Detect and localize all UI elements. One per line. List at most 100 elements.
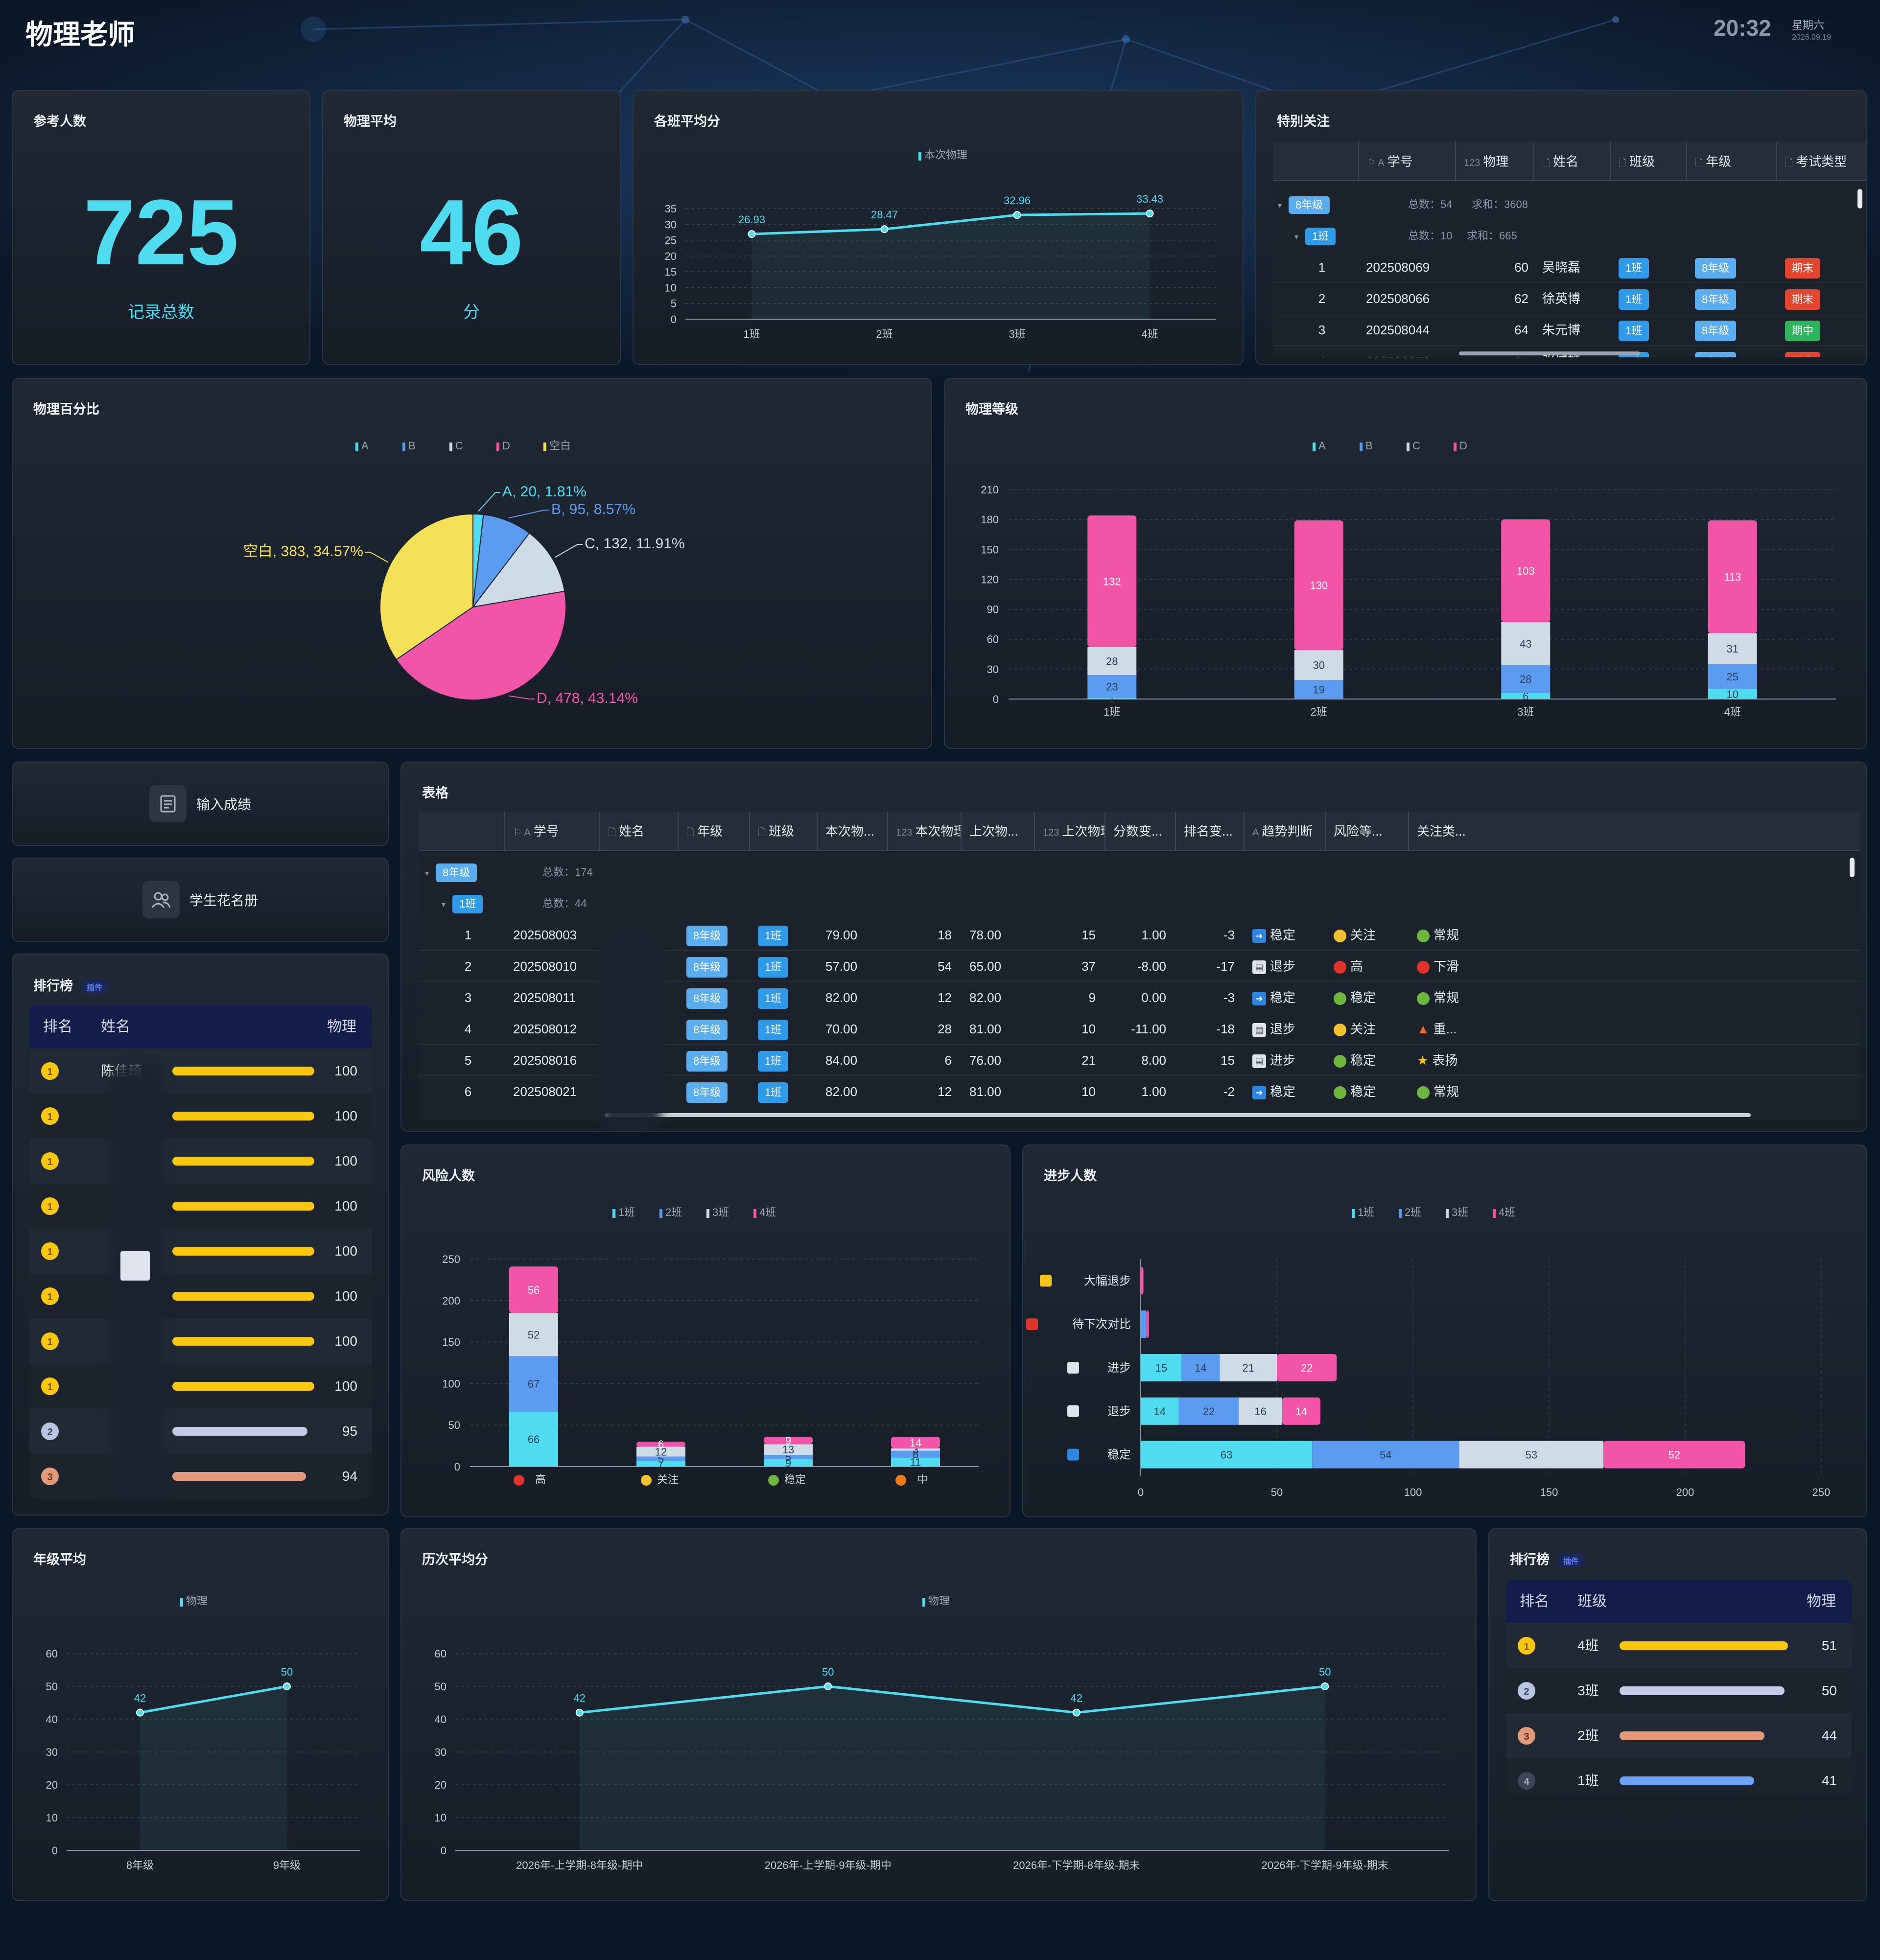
bar-segment — [764, 1436, 813, 1445]
table-row[interactable]: 2 202508066 62 徐英博 1班 8年级 期末 — [1273, 283, 1866, 314]
y-tick-label: 0 — [993, 693, 999, 705]
header-column[interactable]: 上次物... — [962, 812, 1035, 851]
collapse-icon[interactable]: ▾ — [1278, 202, 1282, 210]
cell-score-diff: 8.00 — [1141, 1053, 1166, 1068]
table-row[interactable]: 1 202508003 8年级 1班 79.00 18 78.00 15 1.0… — [419, 919, 1860, 951]
class-ranking-row[interactable]: 2 3班 50 — [1506, 1668, 1852, 1713]
percentage-card: 物理百分比 A B C D 空白 A, 20, 1.81% B, 95, 8.57% C, 1… — [12, 378, 932, 749]
ranking-score: 44 — [1821, 1728, 1837, 1743]
plugin-badge: 插件 — [82, 980, 108, 994]
table-row[interactable]: 5 202508016 8年级 1班 84.00 6 76.00 21 8.00… — [419, 1045, 1860, 1076]
header-column[interactable]: 🗋 班级 — [750, 812, 818, 851]
bar-segment — [1294, 650, 1343, 680]
header-name[interactable]: 🗋 姓名 — [1534, 142, 1611, 181]
bar-value-label: 19 — [1313, 684, 1325, 696]
collapse-icon[interactable]: ▾ — [442, 901, 446, 909]
header-type[interactable]: 🗋 考试类型 — [1777, 142, 1866, 181]
group-row-class[interactable]: ▾ 1班 总数：10 求和：665 — [1294, 220, 1862, 252]
vertical-scrollbar[interactable] — [1850, 858, 1855, 877]
legend-swatch — [496, 443, 499, 451]
x-tick-label: 150 — [1540, 1486, 1558, 1498]
input-scores-button[interactable]: 输入成绩 — [12, 762, 389, 846]
cell-grade-tag: 8年级 — [686, 1051, 728, 1072]
ranking-row[interactable]: 3 94 — [29, 1454, 372, 1499]
cell-trend: ▤ 退步 — [1252, 951, 1295, 982]
bar-value-label: 130 — [1310, 580, 1328, 592]
vertical-scrollbar[interactable] — [1857, 189, 1862, 209]
group-row-grade[interactable]: ▾ 8年级 总数：174 — [425, 857, 1845, 888]
header-grade[interactable]: 🗋 年级 — [1687, 142, 1777, 181]
cell-score: 62 — [1514, 291, 1528, 306]
ranking-row[interactable]: 1 100 — [29, 1319, 372, 1364]
bar-value-label: 28 — [1106, 655, 1118, 668]
x-tick-label: 9年级 — [273, 1859, 301, 1871]
bar-segment — [636, 1456, 685, 1461]
rank-medal-icon: 1 — [1518, 1637, 1535, 1655]
bar-value-label: 43 — [1520, 638, 1531, 650]
header-column[interactable]: 排名变... — [1176, 812, 1245, 851]
header-id[interactable]: ⚐ A 学号 — [1359, 142, 1456, 181]
collapse-icon[interactable]: ▾ — [425, 869, 429, 878]
header-column[interactable]: 🗋 姓名 — [600, 812, 679, 851]
y-tick-label: 20 — [46, 1779, 58, 1791]
table-row[interactable]: 3 202508011 8年级 1班 82.00 12 82.00 9 0.00… — [419, 982, 1860, 1013]
class-ranking-card: 排行榜 插件 排名 班级 物理 1 4班 51 2 3班 50 3 2班 44 4… — [1488, 1528, 1867, 1901]
header-column[interactable]: 分数变... — [1105, 812, 1176, 851]
ranking-row[interactable]: 1 100 — [29, 1229, 372, 1274]
ranking-row[interactable]: 1 100 — [29, 1094, 372, 1139]
ranking-row[interactable]: 1 100 — [29, 1139, 372, 1184]
header-column[interactable]: 🗋 年级 — [679, 812, 750, 851]
table-row[interactable]: 4 202508012 8年级 1班 70.00 28 81.00 10 -11… — [419, 1013, 1860, 1045]
bar-value-label: 21 — [1242, 1362, 1254, 1374]
header-column[interactable]: A 趋势判断 — [1245, 812, 1326, 851]
class-ranking-row[interactable]: 3 2班 44 — [1506, 1713, 1852, 1758]
y-tick-label: 180 — [981, 513, 999, 526]
data-label: 50 — [281, 1666, 293, 1678]
header-column[interactable]: 123上次物理排名 — [1035, 812, 1105, 851]
ranking-bar — [172, 1292, 314, 1301]
table-row[interactable]: 6 202508021 8年级 1班 82.00 12 81.00 10 1.0… — [419, 1076, 1860, 1107]
category-icon — [1067, 1448, 1079, 1461]
header-column[interactable]: 关注类... — [1409, 812, 1860, 851]
student-roster-button[interactable]: 学生花名册 — [12, 858, 389, 942]
data-label: 33.43 — [1136, 193, 1163, 205]
row-number: 4 — [464, 1022, 472, 1036]
collapse-icon[interactable]: ▾ — [1294, 233, 1299, 241]
ranking-row[interactable]: 2 95 — [29, 1409, 372, 1454]
header-score[interactable]: 123 物理 — [1456, 142, 1534, 181]
table-row[interactable]: 2 202508010 8年级 1班 57.00 54 65.00 37 -8.… — [419, 951, 1860, 982]
y-tick-label: 大幅退步 — [1084, 1274, 1131, 1287]
cell-rank-diff: -17 — [1216, 959, 1235, 974]
cell-trend: ➜ 稳定 — [1252, 1076, 1295, 1107]
cell-score-diff: 1.00 — [1141, 1084, 1166, 1099]
class-ranking-row[interactable]: 4 1班 41 — [1506, 1758, 1852, 1794]
bar-segment — [1141, 1441, 1313, 1469]
ranking-row[interactable]: 1 陈佳琦 100 — [29, 1049, 372, 1094]
ranking-row[interactable]: 1 100 — [29, 1364, 372, 1409]
header-class[interactable]: 🗋 班级 — [1611, 142, 1687, 181]
group-row-grade[interactable]: ▾ 8年级 总数：54 求和：3608 — [1278, 189, 1865, 220]
button-label: 学生花名册 — [189, 893, 258, 908]
header-column[interactable]: 本次物... — [818, 812, 888, 851]
ranking-row[interactable]: 1 100 — [29, 1184, 372, 1229]
group-row-class[interactable]: ▾ 1班 总数：44 — [442, 888, 1842, 919]
header-column[interactable]: 风险等... — [1326, 812, 1409, 851]
header-column[interactable]: 123本次物理排名 — [888, 812, 962, 851]
cell-id: 202508016 — [513, 1053, 577, 1068]
bar-segment — [636, 1447, 685, 1457]
legend-label: A — [1318, 440, 1326, 452]
ranking-row[interactable]: 1 100 — [29, 1274, 372, 1319]
green-dot-icon — [1417, 992, 1430, 1005]
header-column[interactable]: ⚐ A 学号 — [505, 812, 600, 851]
legend-swatch — [1454, 443, 1457, 451]
pie-label: C, 132, 11.91% — [585, 536, 685, 552]
horizontal-scrollbar[interactable] — [1459, 351, 1640, 355]
table-row[interactable]: 3 202508044 64 朱元博 1班 8年级 期中 — [1273, 314, 1866, 346]
cell-score: 79.00 — [825, 928, 858, 942]
class-ranking-row[interactable]: 1 4班 51 — [1506, 1623, 1852, 1668]
chart-icon: ▤ — [1252, 960, 1266, 975]
cell-class-tag: 1班 — [758, 1051, 789, 1072]
horizontal-scrollbar[interactable] — [605, 1113, 1751, 1117]
table-row[interactable]: 1 202508069 60 吴晓磊 1班 8年级 期末 — [1273, 252, 1866, 283]
